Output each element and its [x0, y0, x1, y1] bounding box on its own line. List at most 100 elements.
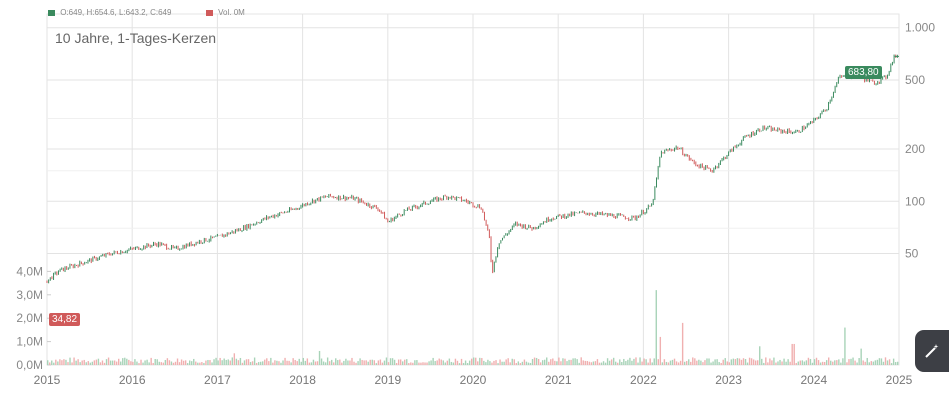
volume-bar	[858, 358, 860, 365]
chart-title: 10 Jahre, 1-Tages-Kerzen	[55, 30, 217, 46]
volume-bar	[548, 361, 550, 365]
volume-bar	[326, 357, 329, 365]
volume-bar	[460, 358, 463, 365]
volume-bar	[205, 360, 207, 365]
volume-bar	[55, 359, 57, 365]
volume-bar	[896, 361, 899, 365]
volume-bar	[452, 362, 455, 365]
volume-bar	[115, 361, 118, 365]
volume-bar	[255, 362, 258, 365]
volume-bar	[381, 362, 384, 365]
volume-bar	[495, 360, 497, 365]
volume-bar	[442, 360, 444, 365]
volume-bar	[468, 360, 471, 365]
volume-bar	[854, 360, 856, 365]
volume-bar	[450, 361, 453, 365]
volume-bar	[692, 357, 694, 365]
volume-bar	[501, 361, 503, 365]
volume-bar	[219, 357, 221, 365]
volume-bar	[408, 363, 410, 365]
volume-bar	[606, 358, 609, 365]
volume-bar	[832, 361, 834, 365]
price-tick-label: 100	[905, 194, 925, 208]
volume-bar	[882, 361, 885, 365]
volume-bar	[253, 357, 256, 365]
volume-bar	[617, 362, 619, 365]
volume-bar	[783, 358, 785, 365]
volume-bar	[631, 360, 633, 365]
volume-bar	[645, 359, 647, 365]
volume-bar	[681, 322, 684, 365]
volume-bar	[312, 359, 315, 365]
volume-bar	[850, 358, 852, 365]
volume-bar	[65, 359, 67, 365]
volume-bar	[621, 361, 623, 365]
volume-bar	[578, 362, 580, 365]
volume-bar	[714, 359, 716, 365]
volume-bar	[446, 360, 449, 365]
volume-bar	[260, 361, 262, 365]
volume-bar	[679, 360, 682, 365]
volume-bar	[773, 357, 775, 365]
volume-bar	[203, 362, 205, 365]
volume-bar	[746, 362, 749, 365]
volume-bar	[464, 360, 467, 365]
volume-bar	[892, 358, 895, 365]
volume-bar	[298, 358, 300, 365]
volume-bar	[245, 359, 248, 365]
volume-bar	[404, 359, 406, 365]
volume-bar	[375, 363, 378, 365]
chart-tools-button[interactable]	[915, 330, 949, 372]
volume-bar	[424, 362, 426, 365]
volume-bar	[353, 361, 355, 365]
x-tick-label: 2020	[460, 373, 487, 387]
volume-bar	[696, 360, 698, 365]
volume-bar	[817, 360, 820, 365]
volume-bar	[71, 362, 73, 365]
volume-bar	[272, 362, 274, 365]
volume-tick-label: 2,0M	[16, 311, 43, 325]
volume-bar	[57, 361, 59, 365]
price-tick-label: 50	[905, 247, 919, 261]
volume-bar	[410, 362, 412, 365]
volume-bar	[541, 360, 544, 365]
volume-bar	[489, 361, 491, 365]
volume-bar	[95, 359, 98, 365]
volume-bar	[328, 361, 331, 365]
volume-bar	[284, 357, 286, 365]
volume-bar	[623, 358, 625, 365]
volume-bar	[385, 357, 388, 365]
volume-bar	[335, 358, 337, 365]
volume-bar	[351, 357, 353, 365]
volume-bar	[598, 362, 601, 365]
volume-bar	[349, 360, 351, 365]
volume-bar	[363, 360, 365, 365]
volume-bar	[304, 360, 307, 365]
volume-bar	[249, 361, 252, 365]
volume-bar	[223, 358, 225, 365]
cropped-bottom-labels	[0, 392, 949, 408]
volume-bar	[337, 360, 339, 365]
volume-bar	[570, 359, 572, 365]
volume-bar	[217, 360, 219, 365]
volume-bar	[771, 360, 773, 365]
low-value-badge: 34,82	[49, 313, 81, 326]
volume-bar	[176, 358, 179, 365]
volume-bar	[562, 358, 564, 365]
volume-bar	[134, 359, 136, 365]
volume-bar	[511, 358, 513, 365]
volume-bar	[186, 363, 189, 365]
volume-bar	[718, 362, 720, 365]
volume-bar	[777, 361, 779, 365]
volume-bar	[483, 360, 485, 365]
volume-bar	[63, 359, 65, 365]
high-value-badge: 683,80	[845, 66, 882, 79]
volume-bar	[594, 361, 597, 365]
volume-bar	[872, 361, 875, 365]
volume-bar	[819, 362, 822, 365]
volume-bar	[93, 360, 96, 365]
volume-bar	[661, 362, 664, 365]
volume-bar	[754, 360, 757, 365]
volume-bar	[237, 360, 240, 365]
